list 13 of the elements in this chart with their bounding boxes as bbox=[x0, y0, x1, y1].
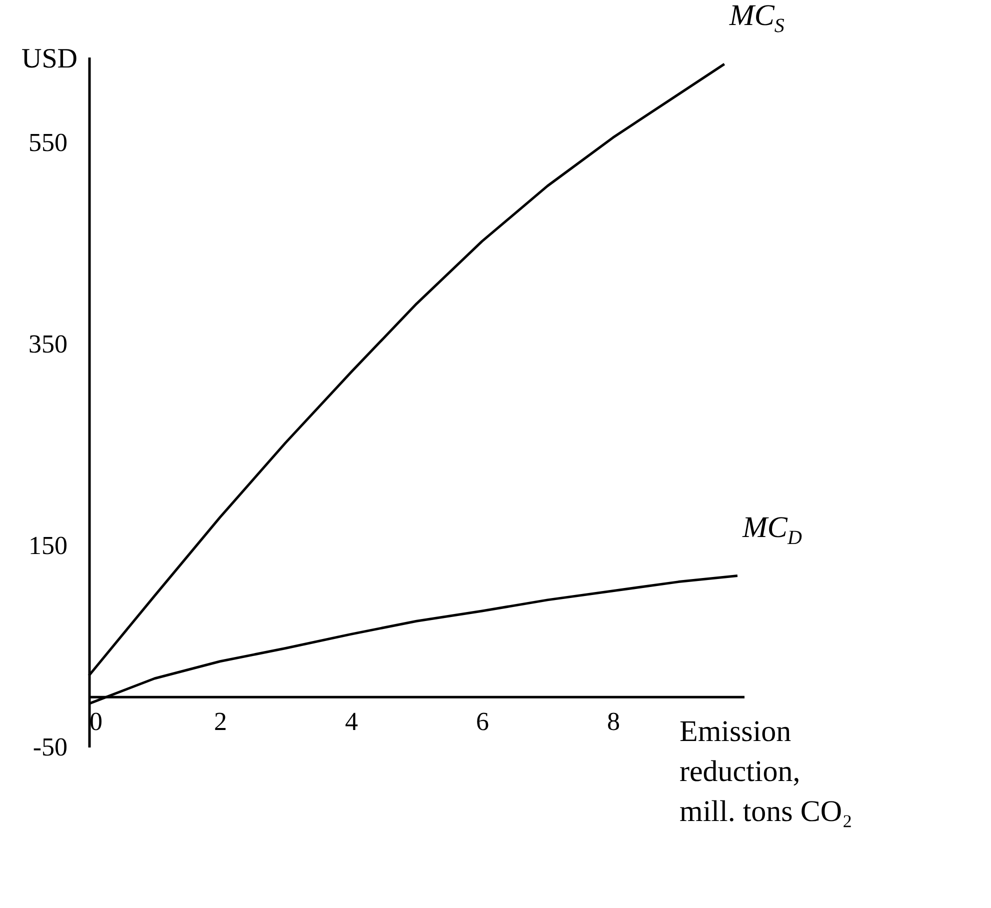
x-tick-label: 4 bbox=[345, 707, 358, 736]
y-tick-label: -50 bbox=[32, 732, 68, 762]
x-tick-label: 0 bbox=[90, 707, 102, 736]
y-tick-label: 550 bbox=[28, 128, 68, 158]
y-tick-label: 350 bbox=[28, 330, 68, 359]
x-tick-label: 8 bbox=[607, 707, 620, 736]
y-tick-label: 150 bbox=[28, 531, 68, 560]
series-label: MC$_{S}$ bbox=[729, 0, 784, 38]
series-label: MC$_{D}$ bbox=[742, 510, 802, 549]
x-axis-title: Emission reduction, mill. tons CO₂ bbox=[680, 715, 852, 828]
x-tick-label: 2 bbox=[214, 707, 227, 736]
x-tick-label: 6 bbox=[476, 707, 489, 736]
y-axis-title: USD bbox=[21, 44, 78, 74]
